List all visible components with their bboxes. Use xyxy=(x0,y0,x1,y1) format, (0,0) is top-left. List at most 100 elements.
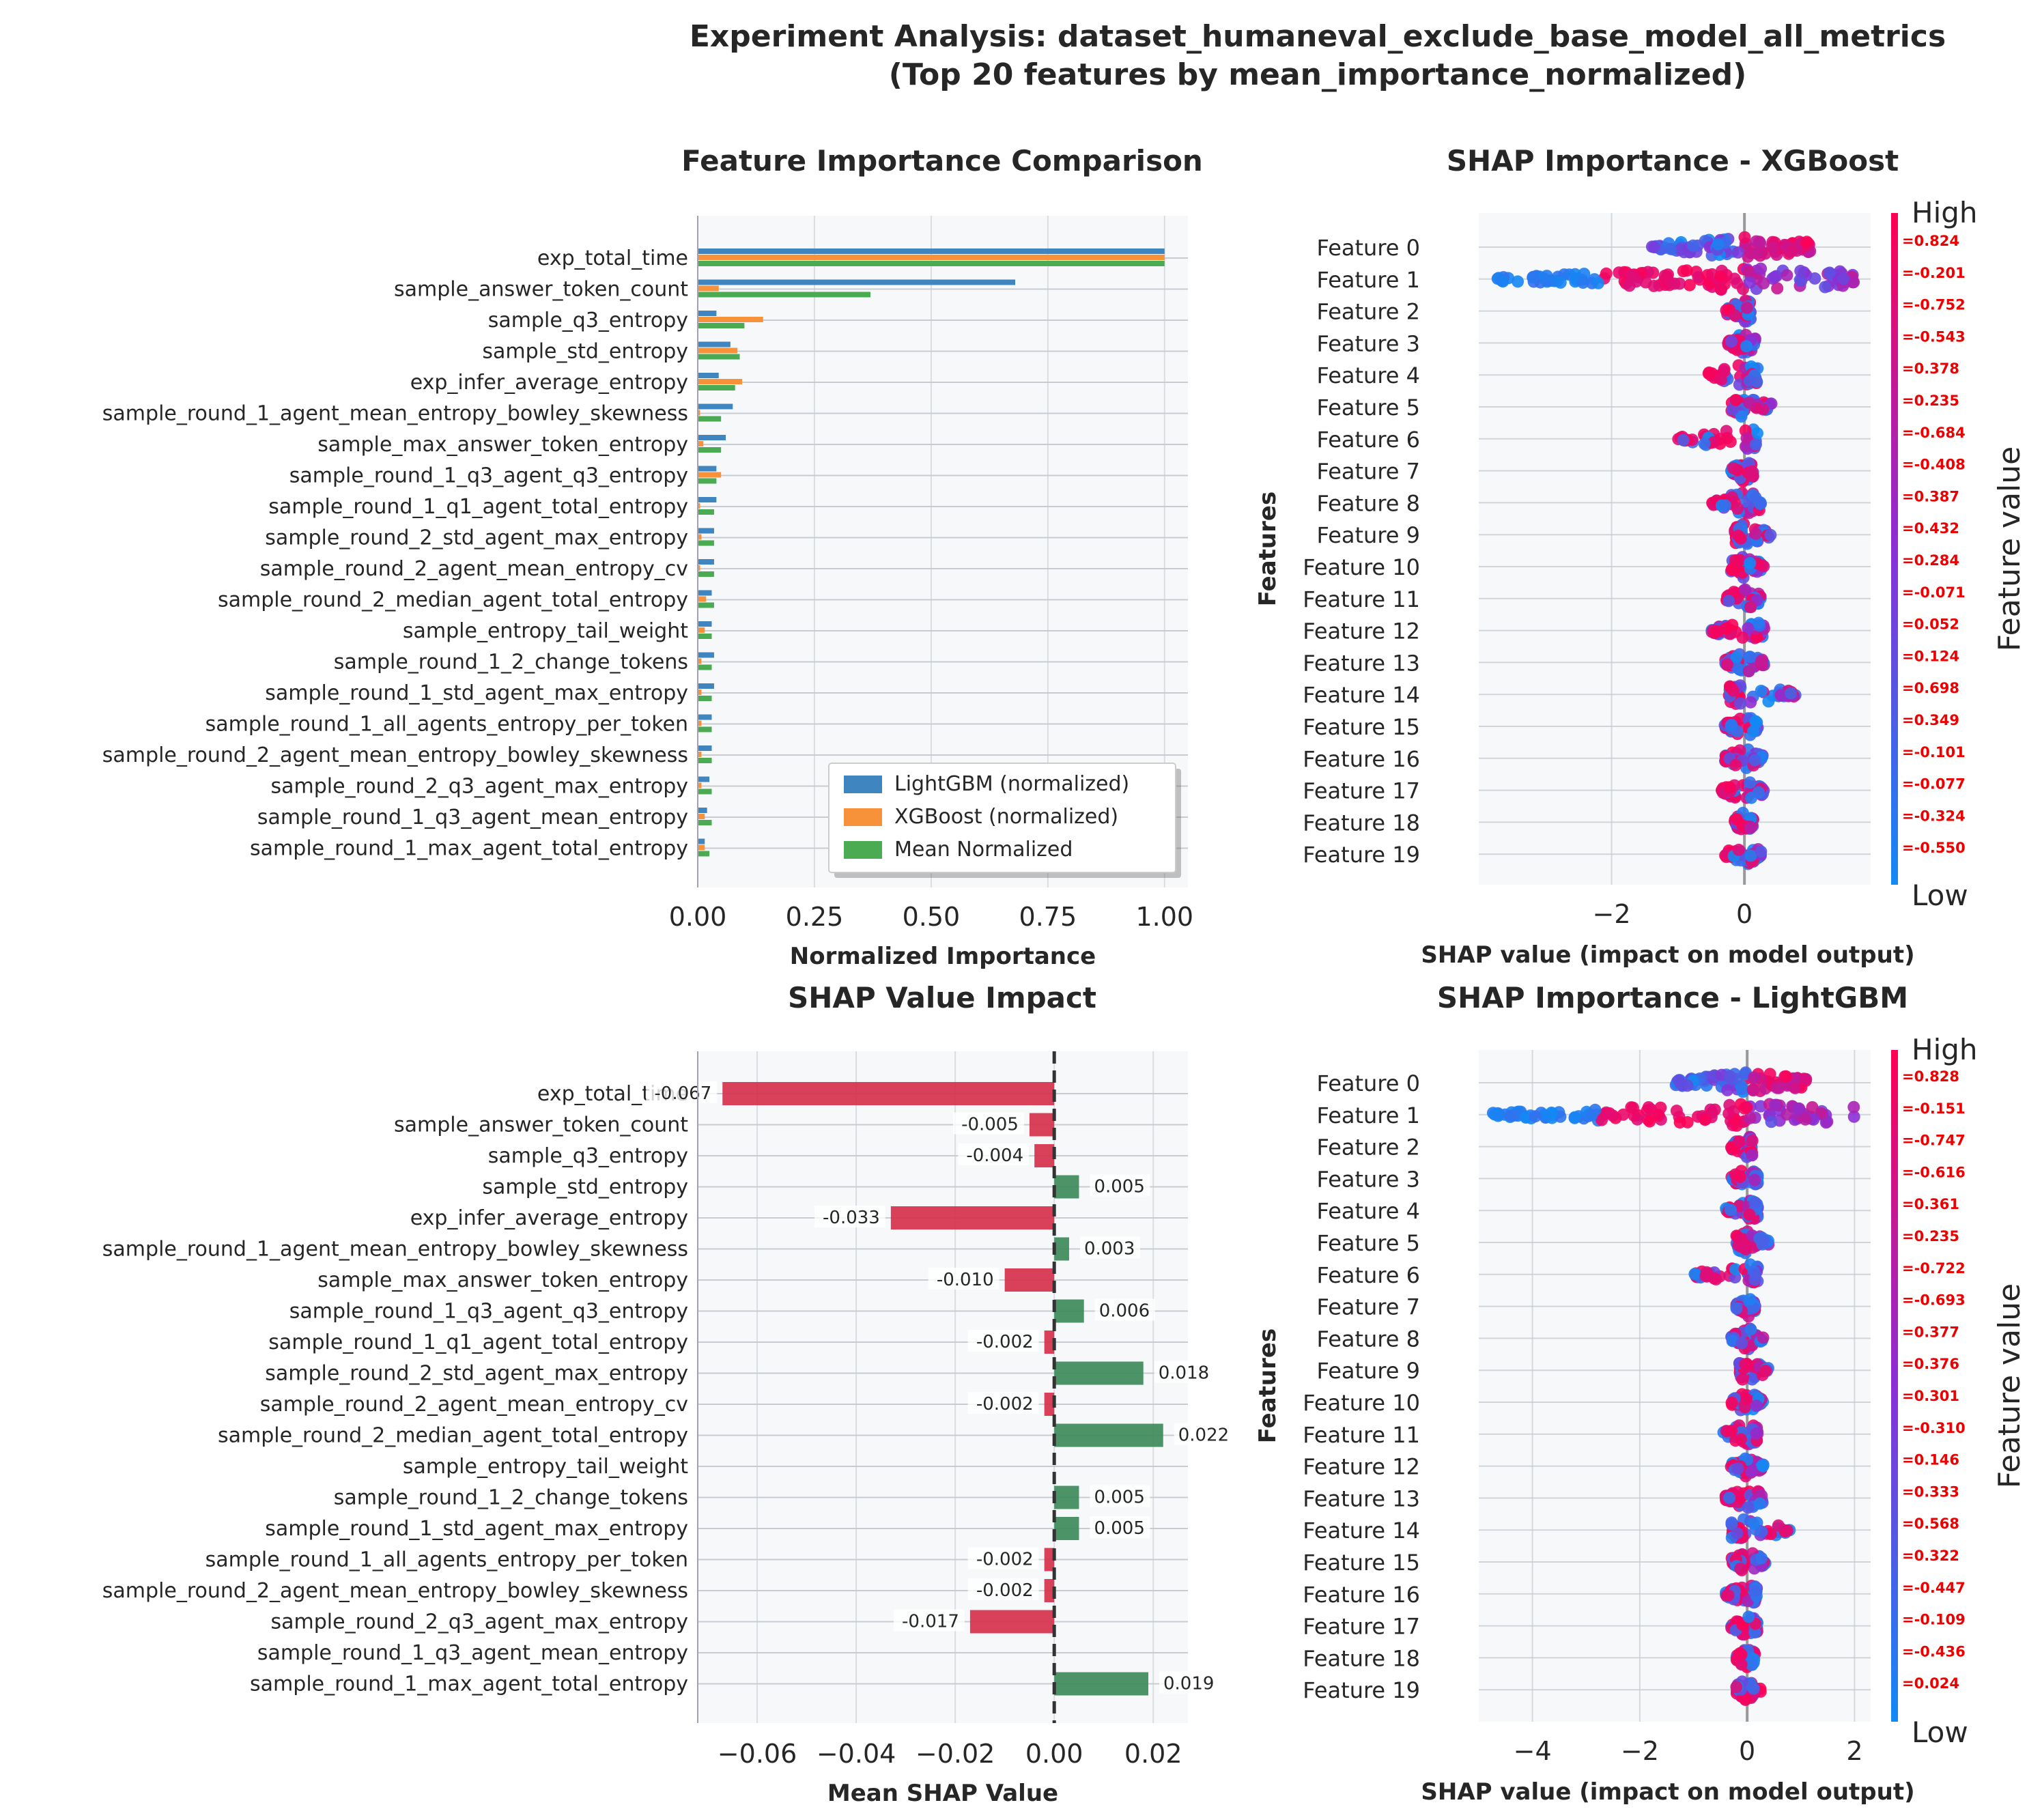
shap-point-feature-1 xyxy=(1641,1104,1654,1117)
y-tick-label-feature-9: Feature 9 xyxy=(1317,1358,1420,1384)
bar-lightgbm-normalized-13 xyxy=(698,652,714,658)
bar-mean-normalized-11 xyxy=(698,602,714,608)
shap-point-feature-16 xyxy=(1722,1589,1735,1602)
shap-point-feature-14 xyxy=(1747,1517,1760,1530)
shap-point-feature-10 xyxy=(1750,1399,1763,1412)
shap-point-feature-0 xyxy=(1798,1072,1811,1085)
data-label-bg xyxy=(646,1081,718,1103)
shap-point-feature-13 xyxy=(1733,663,1746,676)
feature-value-label-2: =-0.747 xyxy=(1902,1133,1966,1149)
x-tick-label: 0.00 xyxy=(669,902,727,932)
bar-mean-normalized-15 xyxy=(698,726,712,733)
y-tick-label-sample-round-1-agent-mean-entropy-bowley-skewness: sample_round_1_agent_mean_entropy_bowley… xyxy=(102,402,688,426)
shap-point-feature-0 xyxy=(1731,246,1744,259)
y-tick-label-feature-11: Feature 11 xyxy=(1303,1422,1420,1448)
y-tick-label-sample-round-1-agent-mean-entropy-bowley-skewness: sample_round_1_agent_mean_entropy_bowley… xyxy=(102,1238,688,1262)
shap-point-feature-5 xyxy=(1735,410,1748,423)
shap-point-feature-1 xyxy=(1742,265,1755,278)
shap-point-feature-16 xyxy=(1729,758,1742,771)
shap-point-feature-0 xyxy=(1664,242,1677,255)
points-feature-17 xyxy=(1716,776,1770,804)
feature-value-label-2: =-0.752 xyxy=(1902,297,1966,313)
shap-point-feature-1 xyxy=(1722,1107,1735,1120)
y-tick-label-feature-13: Feature 13 xyxy=(1303,1485,1420,1511)
bar-lightgbm-normalized-7 xyxy=(698,466,717,472)
y-tick-label-sample-std-entropy: sample_std_entropy xyxy=(482,1176,688,1199)
shap-point-feature-4 xyxy=(1715,373,1728,386)
bar-lightgbm-normalized-4 xyxy=(698,373,719,378)
points-feature-15 xyxy=(1718,712,1764,741)
colorbar-low-label: Low xyxy=(1912,1716,1968,1749)
data-label-10: -0.002 xyxy=(976,1394,1034,1414)
feature-value-label-19: =0.024 xyxy=(1902,1675,1959,1692)
y-tick-label-sample-round-2-median-agent-total-entropy: sample_round_2_median_agent_total_entrop… xyxy=(218,588,688,612)
x-tick-label: 0.50 xyxy=(903,902,961,932)
feature-value-label-8: =0.377 xyxy=(1902,1324,1959,1340)
y-tick-label-feature-15: Feature 15 xyxy=(1303,714,1420,740)
y-tick-label-feature-10: Feature 10 xyxy=(1303,554,1420,580)
shap-point-feature-1 xyxy=(1647,279,1660,292)
shap-point-feature-1 xyxy=(1603,1107,1616,1120)
shap-point-feature-6 xyxy=(1729,1263,1742,1276)
y-tick-label-feature-2: Feature 2 xyxy=(1317,1135,1420,1161)
feature-value-label-5: =0.235 xyxy=(1902,1228,1959,1245)
shap-point-feature-1 xyxy=(1714,270,1727,283)
shap-point-feature-19 xyxy=(1755,845,1768,858)
y-tick-label-sample-max-answer-token-entropy: sample_max_answer_token_entropy xyxy=(317,1268,688,1292)
feature-value-label-1: =-0.201 xyxy=(1902,265,1966,281)
data-label-15: -0.002 xyxy=(976,1550,1034,1570)
y-tick-label-sample-round-1-std-agent-max-entropy: sample_round_1_std_agent_max_entropy xyxy=(265,681,688,705)
colorbar xyxy=(1891,1050,1898,1722)
bar-xgboost-normalized-9 xyxy=(698,534,702,540)
shap-point-feature-0 xyxy=(1735,1083,1748,1096)
feature-value-label-4: =0.378 xyxy=(1902,360,1959,377)
shap-point-feature-18 xyxy=(1745,1658,1758,1671)
shap-point-feature-0 xyxy=(1780,1070,1793,1083)
data-label-7: 0.006 xyxy=(1099,1301,1150,1322)
bar-mean-normalized-8 xyxy=(698,509,714,515)
shap-point-feature-1 xyxy=(1781,269,1793,282)
legend-label-lightgbm-normalized: LightGBM (normalized) xyxy=(894,772,1129,796)
bar-sample-round-1-q1-agent-total-entropy xyxy=(1044,1331,1055,1354)
shap-point-feature-18 xyxy=(1744,821,1757,834)
shap-point-feature-1 xyxy=(1699,1113,1712,1126)
bar-sample-round-1-agent-mean-entropy-bowley-skewness xyxy=(1054,1237,1069,1261)
y-tick-label-sample-round-1-max-agent-total-entropy: sample_round_1_max_agent_total_entropy xyxy=(250,837,688,861)
panel-title: SHAP Value Impact xyxy=(788,981,1096,1014)
shap-point-feature-1 xyxy=(1613,266,1626,279)
y-tick-label-feature-17: Feature 17 xyxy=(1303,1614,1420,1640)
bar-lightgbm-normalized-8 xyxy=(698,497,717,502)
y-tick-label-sample-round-1-max-agent-total-entropy: sample_round_1_max_agent_total_entropy xyxy=(250,1673,688,1696)
shap-point-feature-4 xyxy=(1748,1196,1761,1209)
points-feature-5 xyxy=(1725,393,1778,423)
bar-sample-round-2-q3-agent-max-entropy xyxy=(969,1610,1055,1634)
x-axis-label: SHAP value (impact on model output) xyxy=(1421,1778,1914,1806)
shap-point-feature-0 xyxy=(1800,236,1813,248)
shap-point-feature-2 xyxy=(1746,1149,1759,1161)
shap-point-feature-18 xyxy=(1735,1658,1748,1670)
points-feature-10 xyxy=(1725,1388,1770,1417)
feature-value-label-19: =-0.550 xyxy=(1902,840,1966,856)
shap-point-feature-1 xyxy=(1744,1111,1757,1124)
y-tick-label-feature-16: Feature 16 xyxy=(1303,746,1420,772)
shap-point-feature-8 xyxy=(1719,499,1731,512)
plot-area xyxy=(1479,1050,1871,1722)
shap-point-feature-10 xyxy=(1726,563,1738,576)
legend-label-xgboost-normalized: XGBoost (normalized) xyxy=(894,805,1118,829)
colorbar-high-label: High xyxy=(1912,1033,1978,1066)
shap-point-feature-0 xyxy=(1750,247,1763,260)
shap-point-feature-7 xyxy=(1727,461,1740,474)
shap-point-feature-15 xyxy=(1749,715,1762,728)
shap-point-feature-9 xyxy=(1764,528,1777,541)
figure-title-line1: Experiment Analysis: dataset_humaneval_e… xyxy=(690,19,1946,54)
shap-point-feature-8 xyxy=(1749,491,1762,504)
feature-value-label-14: =0.568 xyxy=(1902,1516,1959,1532)
feature-value-label-6: =-0.722 xyxy=(1902,1260,1966,1277)
shap-point-feature-11 xyxy=(1725,1425,1738,1437)
y-tick-label-sample-round-2-q3-agent-max-entropy: sample_round_2_q3_agent_max_entropy xyxy=(271,775,688,799)
points-feature-13 xyxy=(1719,1485,1769,1514)
shap-point-feature-8 xyxy=(1744,1323,1757,1336)
shap-point-feature-1 xyxy=(1768,271,1781,284)
shap-point-feature-8 xyxy=(1757,1331,1770,1344)
shap-point-feature-1 xyxy=(1681,1115,1694,1128)
